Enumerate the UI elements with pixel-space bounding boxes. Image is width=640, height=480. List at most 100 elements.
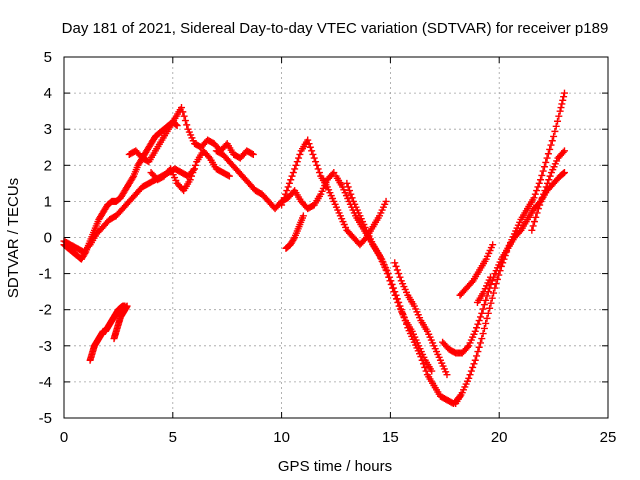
data-point xyxy=(386,277,394,285)
data-point xyxy=(471,356,479,364)
data-point xyxy=(478,309,486,317)
data-point xyxy=(186,176,194,184)
data-point xyxy=(248,150,256,158)
data-point xyxy=(530,218,538,226)
data-point xyxy=(538,194,546,202)
data-point xyxy=(315,169,323,177)
data-point xyxy=(529,222,537,230)
data-point xyxy=(474,320,482,328)
data-point xyxy=(299,212,307,220)
data-point xyxy=(540,163,548,171)
grid-lines xyxy=(64,57,608,418)
data-point xyxy=(546,172,554,180)
x-axis-title: GPS time / hours xyxy=(278,458,392,475)
data-point xyxy=(296,150,304,158)
y-tick-label: 0 xyxy=(44,230,52,247)
data-point xyxy=(173,122,181,130)
data-point xyxy=(280,194,288,202)
series-arc-late xyxy=(473,273,494,306)
data-point xyxy=(534,205,542,213)
data-point xyxy=(392,295,400,303)
data-point xyxy=(536,201,544,209)
y-tick-label: -3 xyxy=(39,338,52,355)
data-point xyxy=(466,371,474,379)
data-point xyxy=(285,179,293,187)
data-point xyxy=(390,288,398,296)
data-point xyxy=(542,158,550,166)
data-point xyxy=(560,169,568,177)
series-arc-midday xyxy=(125,104,257,166)
y-tick-label: -2 xyxy=(39,302,52,319)
data-point xyxy=(540,190,548,198)
data-point xyxy=(552,122,560,130)
data-point xyxy=(490,289,498,297)
data-point xyxy=(489,241,497,249)
data-point xyxy=(305,140,313,148)
data-point xyxy=(488,294,496,302)
x-tick-label: 5 xyxy=(169,429,177,446)
data-point xyxy=(478,335,486,343)
data-point xyxy=(278,201,286,209)
data-point xyxy=(542,183,550,191)
data-point xyxy=(308,147,316,155)
data-point xyxy=(348,194,356,202)
data-point xyxy=(181,117,189,125)
data-point xyxy=(493,275,501,283)
data-point xyxy=(482,296,490,304)
data-point xyxy=(487,299,495,307)
data-point xyxy=(538,171,546,179)
data-point xyxy=(534,183,542,191)
series-arc-main-lower xyxy=(60,165,199,256)
y-tick-label: -5 xyxy=(39,410,52,427)
data-point xyxy=(395,270,403,278)
data-point xyxy=(480,301,488,309)
data-point xyxy=(183,121,191,129)
data-point xyxy=(539,167,547,175)
data-point xyxy=(550,132,558,140)
data-point xyxy=(544,150,552,158)
series-arc-recovery-3 xyxy=(456,241,497,299)
data-point xyxy=(189,169,197,177)
data-point xyxy=(393,266,401,274)
data-point xyxy=(387,280,395,288)
data-point xyxy=(279,197,287,205)
data-point xyxy=(528,226,536,234)
series-arc-late-2 xyxy=(528,147,568,234)
data-point xyxy=(544,179,552,187)
data-point xyxy=(382,197,390,205)
y-axis-title: SDTVAR / TECUs xyxy=(5,178,22,298)
data-point xyxy=(465,374,473,382)
data-point xyxy=(484,309,492,317)
data-point xyxy=(475,317,483,325)
data-point xyxy=(204,153,212,161)
data-point xyxy=(533,209,541,217)
data-point xyxy=(291,165,299,173)
data-point xyxy=(304,136,312,144)
data-point xyxy=(310,154,318,162)
y-tick-labels: -5 -4 -3 -2 -1 0 1 2 3 4 5 xyxy=(39,49,52,427)
x-tick-label: 0 xyxy=(60,429,68,446)
data-point xyxy=(531,190,539,198)
data-point xyxy=(468,278,476,286)
data-point xyxy=(543,154,551,162)
data-point xyxy=(487,280,495,288)
data-point xyxy=(391,259,399,267)
data-point xyxy=(516,228,524,236)
data-point xyxy=(284,183,292,191)
data-point xyxy=(249,150,257,158)
data-point xyxy=(382,266,390,274)
data-point xyxy=(85,242,93,250)
data-point xyxy=(473,324,481,332)
data-point xyxy=(537,176,545,184)
data-point xyxy=(313,161,321,169)
data-point xyxy=(476,313,484,321)
data-point xyxy=(480,324,488,332)
data-point xyxy=(559,96,567,104)
data-point xyxy=(391,291,399,299)
series-arc-evening-descent-2 xyxy=(343,179,436,375)
y-tick-label: 1 xyxy=(44,193,52,210)
data-point xyxy=(470,360,478,368)
data-point xyxy=(495,271,503,279)
x-tick-label: 10 xyxy=(273,429,290,446)
